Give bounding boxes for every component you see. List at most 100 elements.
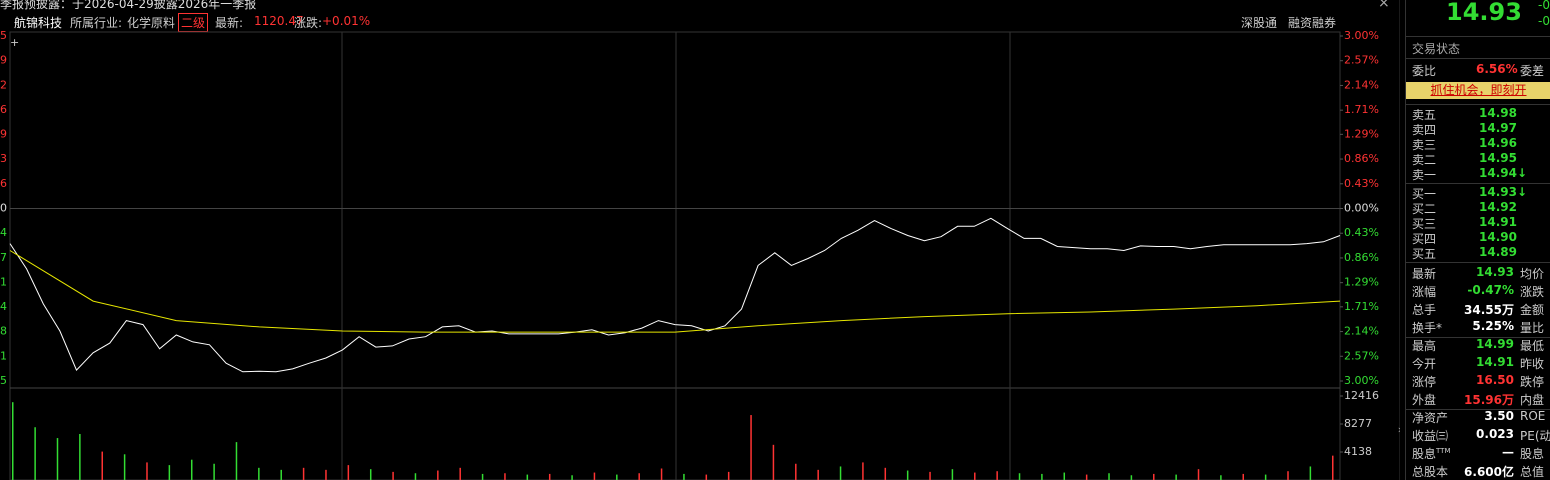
book-price: 14.92: [1479, 200, 1517, 214]
stat-value: 14.91: [1476, 355, 1514, 369]
y-left-tick-label: 9: [0, 54, 7, 67]
stat-label2: PE(动: [1520, 429, 1550, 443]
stat-label: 换手*: [1412, 321, 1443, 335]
book-label: 买三: [1412, 217, 1437, 231]
stat-label: 股息TTM: [1412, 447, 1451, 461]
stat-value: 5.25%: [1472, 319, 1514, 333]
volume-bar: [1130, 475, 1133, 480]
separator: [1406, 104, 1550, 105]
link[interactable]: 深股通: [1241, 16, 1278, 30]
volume-bar: [190, 459, 193, 480]
volume-bar: [727, 471, 730, 480]
stat-label: 今开: [1412, 357, 1437, 371]
book-price: 14.98: [1479, 106, 1517, 120]
price-line: [9, 250, 1341, 333]
y-left-tick-label: 6: [0, 177, 7, 190]
crosshair-icon: +: [10, 36, 19, 49]
volume-bar: [1264, 474, 1267, 480]
volume-bar: [548, 473, 551, 480]
volume-bar: [280, 469, 282, 480]
volume-bar: [862, 462, 864, 480]
book-price: 14.89: [1479, 245, 1517, 259]
stat-label2: 涨跌: [1520, 285, 1545, 299]
volume-bar: [996, 471, 998, 480]
book-label: 卖二: [1412, 153, 1437, 167]
y-tick-label: 2.14%: [1344, 78, 1379, 91]
book-label: 卖五: [1412, 108, 1437, 122]
stat-label2: 量比: [1520, 321, 1545, 335]
volume-bar: [884, 467, 887, 480]
volume-bar: [951, 469, 954, 480]
stat-label: 涨停: [1412, 375, 1437, 389]
latest-label: 最新:: [215, 16, 244, 30]
volume-bar: [168, 465, 171, 480]
separator: [1406, 409, 1550, 410]
volume-bar: [504, 473, 506, 480]
stat-value: 34.55万: [1464, 303, 1514, 317]
volume-bar: [1175, 474, 1177, 480]
volume-bar: [213, 463, 215, 480]
industry[interactable]: 化学原料: [127, 16, 176, 30]
volume-bar: [660, 468, 663, 480]
volume-bar: [34, 427, 36, 480]
stat-label2: 昨收: [1520, 357, 1545, 371]
volume-bar: [1108, 473, 1110, 480]
y-tick-label: 0.86%: [1344, 251, 1379, 264]
volume-bar: [1309, 466, 1312, 480]
stat-value: 14.93: [1476, 265, 1514, 279]
volume-bar: [481, 473, 484, 480]
y-left-tick-label: 8: [0, 325, 7, 338]
y-tick-label: 0.86%: [1344, 152, 1379, 165]
stat-label2: 跌停: [1520, 375, 1545, 389]
stat-label2: 股息: [1520, 447, 1545, 461]
change-value: +0.01%: [322, 14, 371, 28]
volume-bar: [258, 467, 260, 480]
side-value: -0: [1538, 14, 1550, 28]
stat-value: 3.50: [1484, 409, 1514, 423]
y-left-tick-label: 6: [0, 103, 7, 116]
y-left-tick-label: 4: [0, 226, 7, 239]
price-line: [9, 217, 1341, 373]
volume-bar: [1018, 473, 1021, 480]
stat-label2: 内盘: [1520, 393, 1545, 407]
volume-bar: [1332, 455, 1334, 480]
book-label: 卖四: [1412, 123, 1437, 137]
y-left-tick-label: 1: [0, 349, 7, 362]
separator: [1406, 337, 1550, 338]
current-price: 14.93: [1446, 0, 1522, 26]
y-tick-label: 1.71%: [1344, 300, 1379, 313]
intraday-chart: + › 3.00% 2.57% 2.14% 1.71% 1.29% 0.86% 0.43% 0…: [0, 0, 1400, 480]
volume-bar: [392, 471, 394, 480]
stat-value: —: [1502, 445, 1514, 459]
volume-bar: [325, 469, 327, 480]
book-price: 14.96: [1479, 136, 1517, 150]
stat-label: 总股本: [1412, 465, 1449, 479]
y-tick-label: 0.43%: [1344, 177, 1379, 190]
volume-bar: [795, 463, 797, 480]
book-label: 卖一: [1412, 168, 1437, 182]
y-left-tick-label: 1: [0, 276, 7, 289]
stat-value: 6.600亿: [1464, 465, 1514, 479]
collapse-arrow[interactable]: ›: [1398, 423, 1400, 436]
stat-value: 16.50: [1476, 373, 1514, 387]
volume-bar: [1085, 474, 1088, 480]
y-left-tick-label: 4: [0, 300, 7, 313]
close-button[interactable]: ×: [1378, 0, 1390, 11]
separator: [1406, 183, 1550, 184]
promo-banner[interactable]: 抓住机会，即刻开: [1406, 82, 1550, 99]
stock-name[interactable]: 航锦科技: [14, 16, 63, 30]
stat-label: 外盘: [1412, 393, 1437, 407]
notice: 季报预披露：于2026-04-29披露2026年一季报: [0, 0, 257, 11]
stat-value: 14.99: [1476, 337, 1514, 351]
y-tick-label: 3.00%: [1344, 29, 1379, 42]
stat-label2: 总值: [1520, 465, 1545, 479]
volume-bar: [302, 467, 305, 480]
book-label: 买五: [1412, 247, 1437, 261]
ratio-value: 6.56%: [1476, 62, 1518, 76]
volume-bar: [235, 442, 238, 480]
side-value: -0: [1538, 0, 1550, 12]
link[interactable]: 融资融券: [1288, 16, 1337, 30]
stat-value: 15.96万: [1464, 393, 1514, 407]
y-left-tick-label: 9: [0, 127, 7, 140]
